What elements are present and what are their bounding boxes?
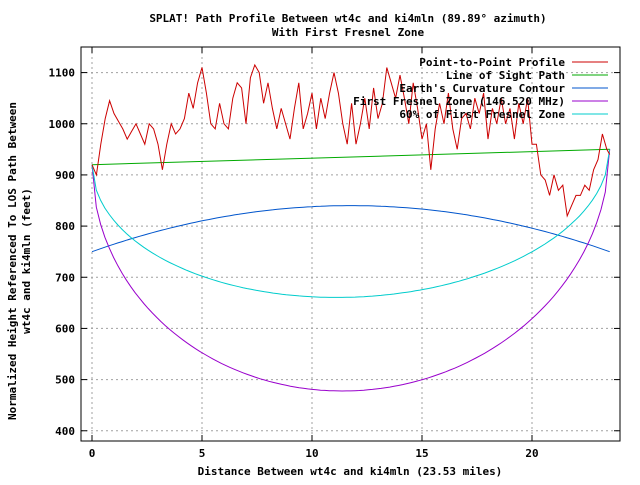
y-tick-label: 400 — [55, 425, 75, 438]
y-tick-label: 700 — [55, 271, 75, 284]
series-lines — [91, 63, 611, 392]
y-axis-label-line2: wt4c and ki4mln (feet) — [20, 188, 33, 334]
y-tick-label: 900 — [55, 169, 75, 182]
terrain-profile-line — [91, 63, 611, 218]
chart-subtitle: With First Fresnel Zone — [272, 26, 425, 39]
y-tick-label: 600 — [55, 322, 75, 335]
legend-label: Earth's Curvature Contour — [399, 82, 565, 95]
legend-item-los: Line of Sight Path — [446, 69, 608, 82]
legend-item-fresnel: First Fresnel Zone (146.520 MHz) — [353, 95, 608, 108]
y-tick-label: 500 — [55, 374, 75, 387]
legend-item-fresnel-60: 60% of First Fresnel Zone — [399, 108, 608, 121]
legend-label: Line of Sight Path — [446, 69, 565, 82]
fresnel-zone-line — [91, 149, 611, 392]
legend-item-earth: Earth's Curvature Contour — [399, 82, 608, 95]
legend-label: 60% of First Fresnel Zone — [399, 108, 565, 121]
chart-title: SPLAT! Path Profile Between wt4c and ki4… — [149, 12, 546, 25]
x-tick-label: 0 — [89, 447, 96, 460]
earth-curvature-line — [91, 205, 610, 253]
y-tick-label: 1100 — [49, 67, 76, 80]
axis-ticks: 0 5 10 15 20 400 500 600 700 800 900 1000 1100 — [49, 47, 620, 460]
line-of-sight-line — [91, 148, 610, 166]
legend-item-profile: Point-to-Point Profile — [419, 56, 608, 69]
x-axis-label: Distance Between wt4c and ki4mln (23.53 … — [198, 465, 503, 478]
y-axis-label-line1: Normalized Height Referenced To LOS Path… — [6, 102, 19, 420]
fresnel-60-line — [91, 149, 611, 298]
legend-label: First Fresnel Zone (146.520 MHz) — [353, 95, 565, 108]
y-tick-label: 1000 — [49, 118, 76, 131]
y-tick-label: 800 — [55, 220, 75, 233]
grid-lines — [81, 47, 620, 441]
x-tick-label: 5 — [199, 447, 206, 460]
plot-area-frame — [80, 46, 621, 442]
legend-label: Point-to-Point Profile — [419, 56, 565, 69]
x-tick-label: 15 — [415, 447, 428, 460]
x-tick-label: 20 — [525, 447, 538, 460]
x-tick-label: 10 — [305, 447, 318, 460]
